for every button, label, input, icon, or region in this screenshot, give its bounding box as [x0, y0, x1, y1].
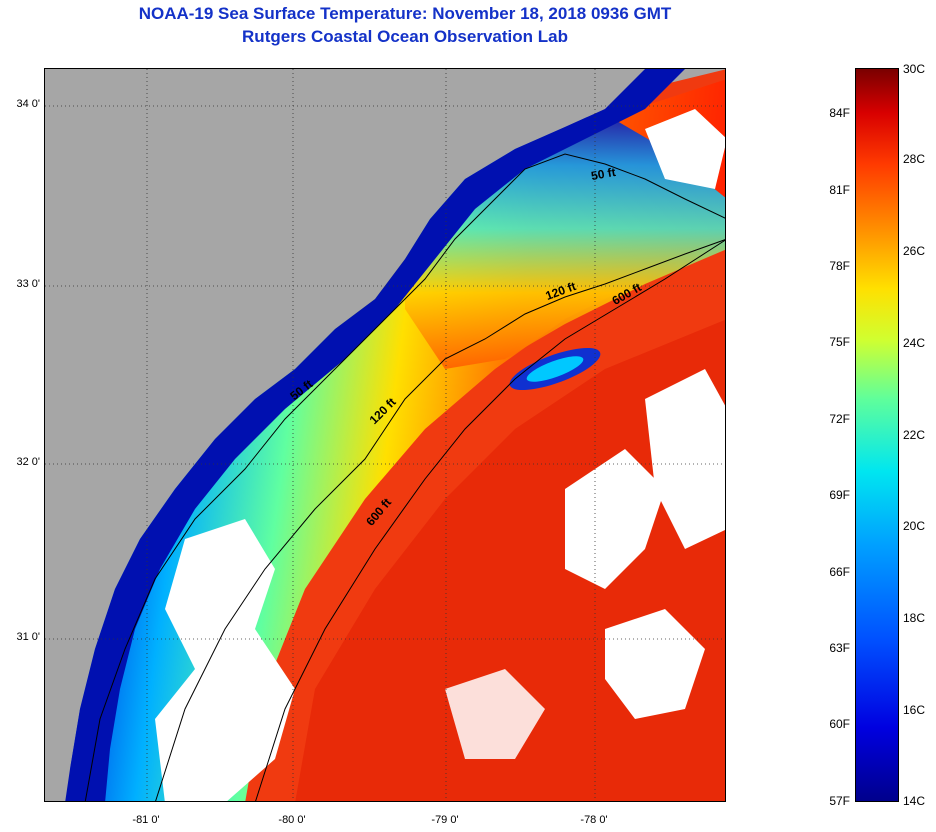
colorbar-f-75: 75F [829, 335, 850, 349]
colorbar-f-78: 78F [829, 259, 850, 273]
colorbar-c-30: 30C [903, 62, 926, 76]
colorbar-c-26: 26C [903, 244, 926, 258]
colorbar-f-63: 63F [829, 641, 850, 655]
chart-title: NOAA-19 Sea Surface Temperature: Novembe… [138, 4, 672, 23]
colorbar-c-18: 18C [903, 611, 926, 625]
colorbar-c-24: 24C [903, 336, 926, 350]
chart-subtitle: Rutgers Coastal Ocean Observation Lab [242, 27, 568, 46]
sst-map: 50 ft 120 ft 600 ft 50 ft 120 ft 600 ft [44, 68, 726, 802]
lat-label-32: 32 0' [16, 456, 40, 468]
colorbar-f-66: 66F [829, 565, 850, 579]
colorbar-c-28: 28C [903, 152, 926, 166]
colorbar-c-22: 22C [903, 428, 926, 442]
colorbar-c-20: 20C [903, 519, 926, 533]
contour-600ft [255, 239, 725, 801]
colorbar-f-81: 81F [829, 183, 850, 197]
colorbar-c-14: 14C [903, 794, 926, 808]
lat-label-34: 34 0' [16, 98, 40, 110]
colorbar-f-60: 60F [829, 717, 850, 731]
contour-120ft [155, 239, 725, 801]
lon-label-80: -80 0' [278, 814, 306, 826]
colorbar-f-57: 57F [829, 794, 850, 808]
colorbar-f-84: 84F [829, 106, 850, 120]
lat-label-33: 33 0' [16, 278, 40, 290]
colorbar-c-16: 16C [903, 703, 926, 717]
lon-label-78: -78 0' [580, 814, 608, 826]
lon-label-79: -79 0' [431, 814, 459, 826]
colorbar-f-69: 69F [829, 488, 850, 502]
colorbar-f-72: 72F [829, 412, 850, 426]
sst-map-image [45, 69, 725, 801]
lon-label-81: -81 0' [132, 814, 160, 826]
lat-label-31: 31 0' [16, 631, 40, 643]
contour-50ft [84, 153, 725, 801]
temperature-colorbar [855, 68, 899, 802]
